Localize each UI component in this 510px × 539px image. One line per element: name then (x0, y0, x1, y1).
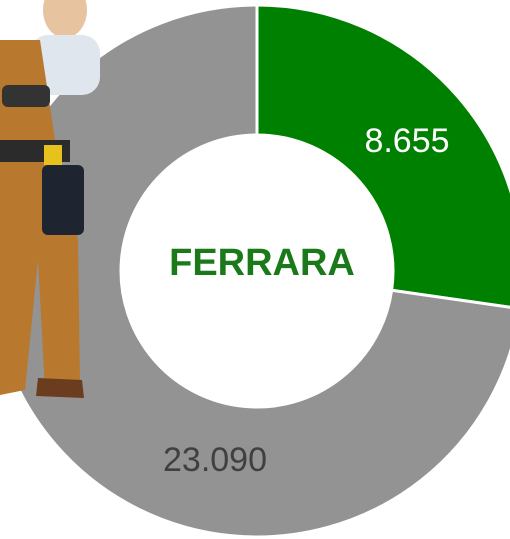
worker-overalls (0, 40, 80, 395)
drill (2, 85, 50, 107)
worker-head (43, 0, 87, 38)
donut-slice (255, 3, 510, 309)
value-label: 8.655 (364, 122, 449, 160)
worker-shirt (30, 35, 100, 95)
center-label: FERRARA (169, 242, 355, 284)
value-label: 23.090 (163, 441, 267, 479)
donut-slice (0, 3, 510, 539)
tool-pouch (42, 165, 84, 235)
tape-measure (44, 145, 62, 165)
boot (36, 378, 84, 398)
workers-photo (0, 0, 100, 398)
donut (0, 3, 510, 539)
